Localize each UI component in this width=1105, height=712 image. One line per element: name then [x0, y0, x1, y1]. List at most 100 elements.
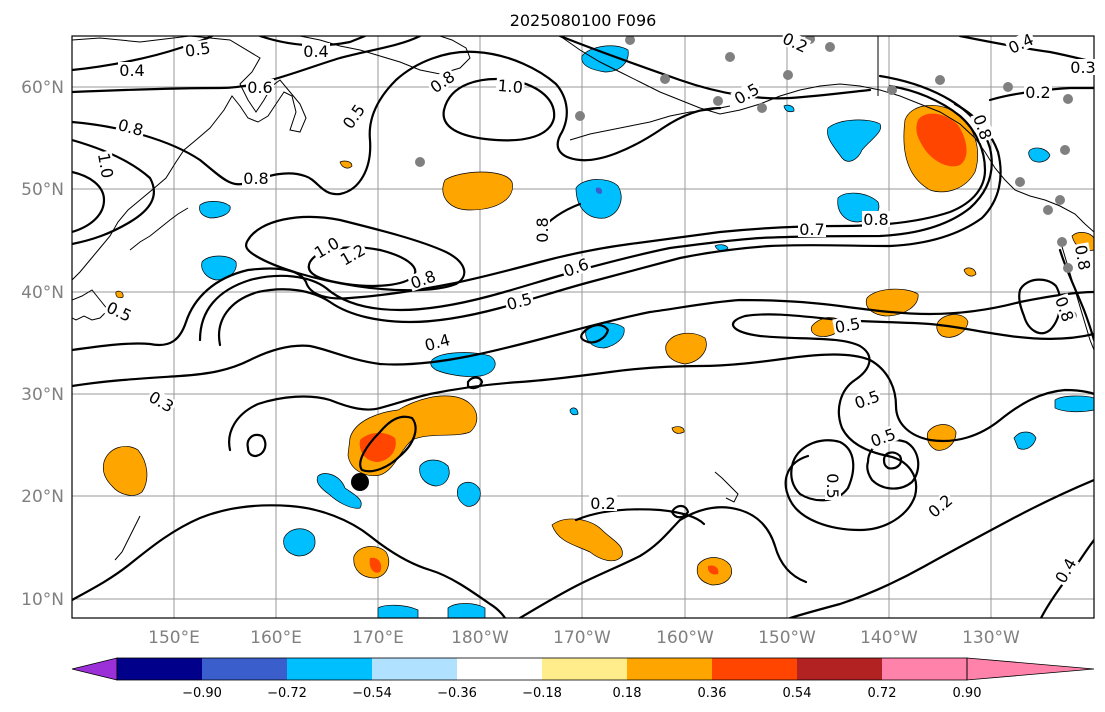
contour-line: [72, 290, 1094, 388]
station-dot: [625, 36, 635, 45]
station-dot: [1003, 82, 1013, 92]
negative-anomaly-region: [430, 352, 496, 377]
colorbar-segment: [797, 658, 882, 680]
contour-label: 0.5: [104, 298, 135, 326]
contour-line: [574, 508, 706, 526]
colorbar-segment: [712, 658, 797, 680]
map-title: 2025080100 F096: [510, 11, 657, 30]
contour-lines: [72, 36, 1094, 618]
negative-anomaly-region: [827, 119, 882, 162]
contour-line: [466, 376, 484, 390]
negative-anomaly-region: [283, 528, 316, 557]
colorbar-tick-label: −0.18: [522, 686, 562, 701]
longitude-tick-label: 180°W: [451, 628, 509, 648]
latitude-tick-label: 50°N: [21, 180, 64, 200]
contour-label: 0.3: [145, 387, 177, 416]
japan-islands: [72, 289, 109, 321]
latitude-tick-label: 60°N: [21, 78, 64, 98]
contour-line: [1039, 538, 1094, 618]
station-dot: [1063, 263, 1073, 273]
negative-anomaly-region: [316, 473, 362, 509]
aleutian-islands: [569, 105, 731, 141]
shaded-anomaly-fields: [102, 45, 1094, 618]
positive-anomaly-region: [963, 267, 977, 277]
colorbar-tick-label: 0.36: [698, 686, 727, 701]
latitude-axis: 60°N 50°N 40°N 30°N 20°N 10°N: [21, 78, 64, 610]
contour-label: 1.0: [311, 233, 343, 262]
contour-line: [788, 478, 1094, 618]
positive-anomaly-region: [926, 424, 957, 451]
longitude-tick-label: 140°W: [860, 628, 918, 648]
colorbar-segment: [287, 658, 372, 680]
contour-line: [731, 313, 1094, 532]
station-dot: [660, 74, 670, 84]
colorbar-extend-low-arrow: [71, 657, 118, 681]
latitude-tick-label: 30°N: [21, 385, 64, 405]
negative-anomaly-region: [783, 104, 795, 113]
contour-line: [72, 170, 106, 234]
colorbar-tick-label: 0.54: [783, 686, 812, 701]
station-dot: [887, 85, 897, 95]
contour-line: [217, 102, 1002, 347]
alaska-coastline: [559, 36, 1094, 233]
contour-label: 0.7: [799, 220, 824, 239]
colorbar-segment: [457, 658, 542, 680]
contour-line: [228, 353, 1094, 452]
negative-anomaly-region: [575, 179, 622, 219]
contour-line: [580, 324, 610, 344]
station-dot: [1063, 94, 1073, 104]
contour-label: 0.5: [833, 314, 861, 337]
station-dot: [1043, 205, 1053, 215]
negative-anomaly-region: [199, 201, 231, 219]
negative-anomaly-region: [569, 407, 579, 416]
negative-anomaly-region: [1028, 147, 1051, 163]
latitude-tick-label: 40°N: [21, 283, 64, 303]
contour-line: [246, 433, 267, 458]
station-dot: [575, 111, 585, 121]
negative-anomaly-region: [377, 604, 419, 618]
positive-anomaly-region: [102, 446, 148, 496]
colorbar: −0.90 −0.72 −0.54 −0.36 −0.18 0.18 0.36 …: [71, 657, 1095, 701]
colorbar-segment: [117, 658, 202, 680]
station-dot: [1057, 237, 1067, 247]
positive-anomaly-region: [339, 160, 353, 169]
negative-anomaly-region: [1054, 395, 1094, 413]
colorbar-tick-label: −0.36: [437, 686, 477, 701]
contour-line: [558, 36, 872, 100]
kamchatka-coast: [299, 36, 471, 75]
contour-label: 1.0: [497, 76, 524, 97]
longitude-tick-label: 130°W: [962, 628, 1020, 648]
contour-label: 0.8: [863, 210, 888, 229]
colorbar-tick-label: −0.90: [182, 686, 222, 701]
gridlines: [72, 36, 1094, 618]
negative-anomaly-region: [447, 603, 486, 618]
contour-line: [72, 36, 214, 72]
storm-position-marker: [351, 473, 369, 491]
colorbar-tick-label: −0.72: [267, 686, 307, 701]
station-dot: [825, 42, 835, 52]
contour-line: [442, 77, 556, 142]
positive-anomaly-region: [551, 518, 623, 562]
contour-line: [198, 74, 993, 342]
contour-line: [258, 36, 367, 47]
contour-label: 0.4: [1005, 30, 1036, 58]
positive-anomaly-region: [707, 565, 719, 575]
positive-anomaly-region: [359, 432, 396, 462]
colorbar-extend-high-arrow: [966, 657, 1095, 681]
contour-label: 0.8: [116, 115, 146, 140]
contour-label: 0.5: [823, 473, 842, 498]
colorbar-segment: [202, 658, 287, 680]
colorbar-outline: [116, 657, 968, 681]
contour-label: 0.4: [119, 61, 144, 80]
positive-anomaly-region: [671, 426, 685, 434]
negative-anomaly-region: [1013, 431, 1037, 450]
positive-anomaly-region: [369, 557, 382, 573]
contour-label: 0.4: [303, 42, 328, 61]
contour-label: 1.0: [94, 151, 117, 179]
colorbar-segment: [542, 658, 627, 680]
contour-label: 1.2: [337, 240, 369, 269]
contour-line: [988, 86, 1094, 102]
negative-anomaly-region: [581, 45, 629, 73]
longitude-tick-label: 170°E: [352, 628, 404, 648]
contour-label: 0.8: [243, 169, 268, 188]
